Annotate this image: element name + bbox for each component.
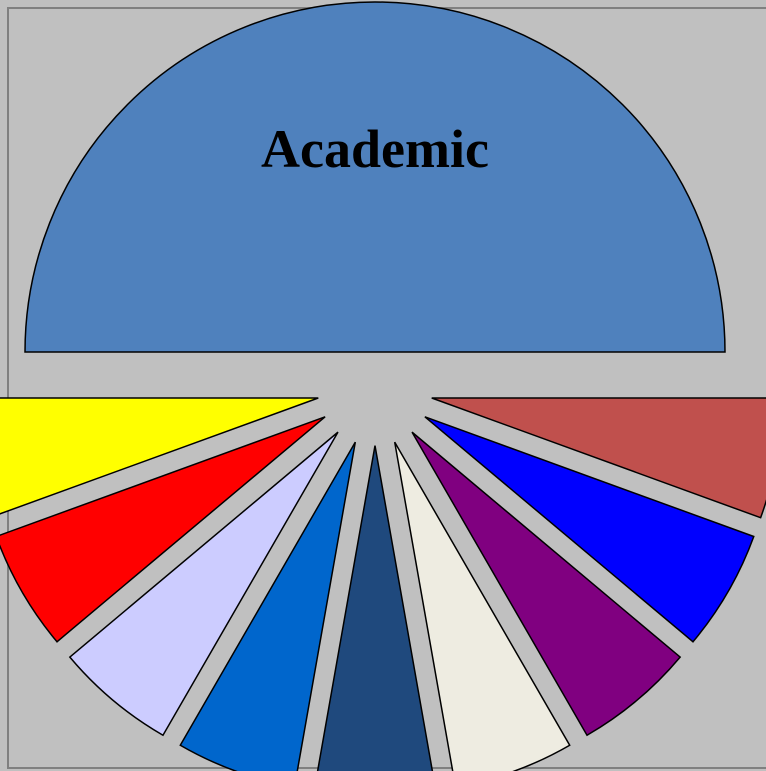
pie-slice-5 — [393, 441, 571, 771]
slice-label-1: Academic — [261, 119, 489, 179]
pie-slice-1 — [24, 1, 726, 353]
pie-slice-9 — [0, 416, 326, 643]
pie-slice-2 — [431, 397, 766, 519]
pie-slice-3 — [424, 416, 755, 643]
pie-slice-7 — [179, 441, 357, 771]
pie-slice-10 — [0, 397, 319, 515]
pie-labels: Academic — [261, 119, 489, 179]
pie-slice-6 — [316, 445, 434, 771]
pie-slice-8 — [68, 431, 339, 737]
pie-slice-4 — [411, 431, 682, 737]
